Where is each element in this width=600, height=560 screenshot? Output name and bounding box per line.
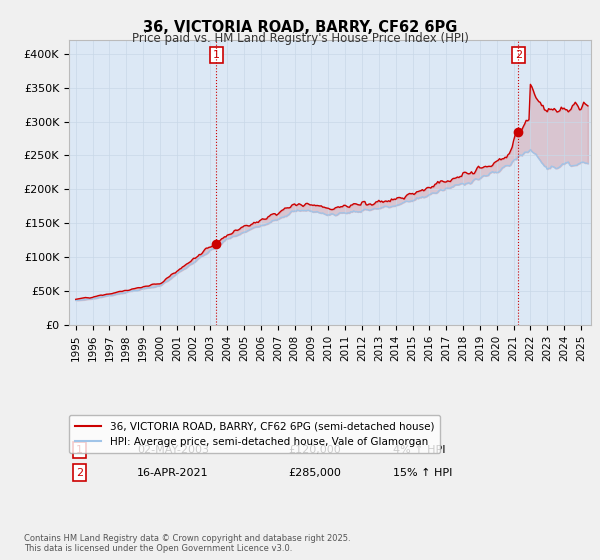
Text: 1: 1 <box>76 445 83 455</box>
Text: 36, VICTORIA ROAD, BARRY, CF62 6PG: 36, VICTORIA ROAD, BARRY, CF62 6PG <box>143 20 457 35</box>
Text: Price paid vs. HM Land Registry's House Price Index (HPI): Price paid vs. HM Land Registry's House … <box>131 32 469 45</box>
Text: 02-MAY-2003: 02-MAY-2003 <box>137 445 209 455</box>
Text: 2: 2 <box>515 50 522 60</box>
Text: 1: 1 <box>213 50 220 60</box>
Text: 4% ↑ HPI: 4% ↑ HPI <box>392 445 445 455</box>
Text: Contains HM Land Registry data © Crown copyright and database right 2025.
This d: Contains HM Land Registry data © Crown c… <box>24 534 350 553</box>
Text: £120,000: £120,000 <box>288 445 341 455</box>
Text: £285,000: £285,000 <box>288 468 341 478</box>
Text: 15% ↑ HPI: 15% ↑ HPI <box>392 468 452 478</box>
Text: 2: 2 <box>76 468 83 478</box>
Legend: 36, VICTORIA ROAD, BARRY, CF62 6PG (semi-detached house), HPI: Average price, se: 36, VICTORIA ROAD, BARRY, CF62 6PG (semi… <box>69 416 440 453</box>
Text: 16-APR-2021: 16-APR-2021 <box>137 468 208 478</box>
